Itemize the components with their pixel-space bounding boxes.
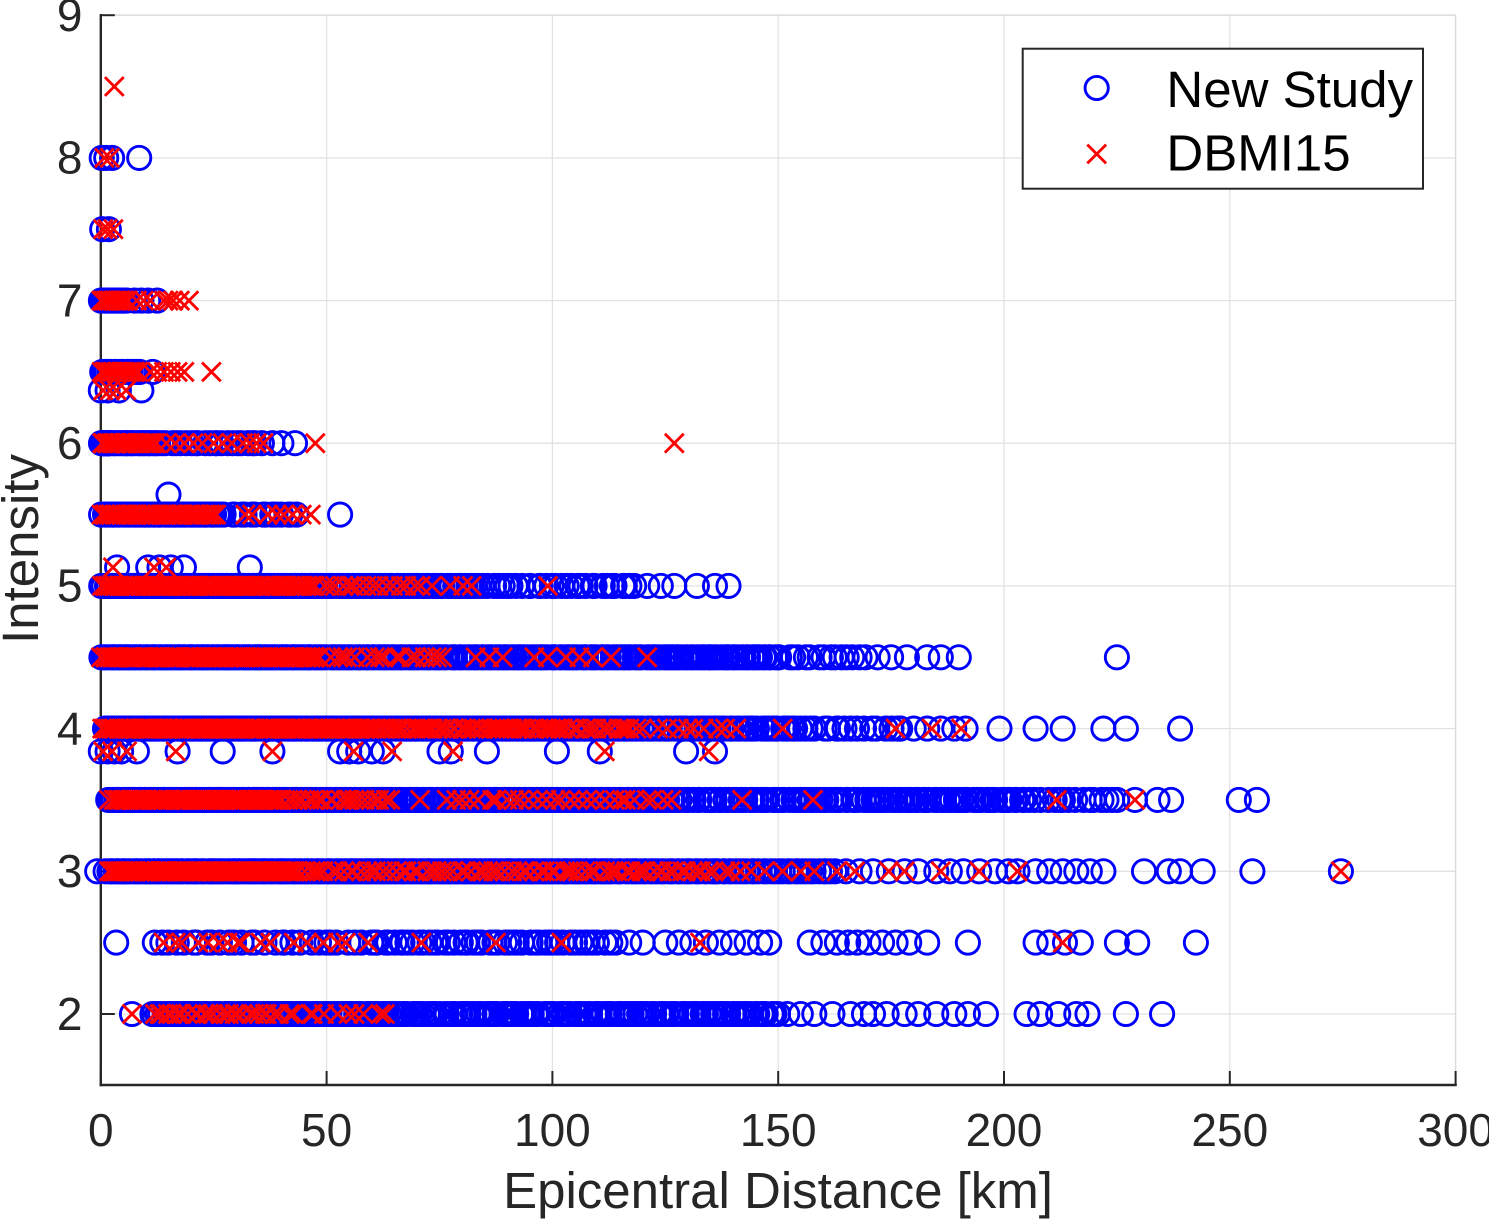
svg-text:50: 50: [301, 1104, 352, 1156]
svg-text:9: 9: [57, 0, 83, 41]
svg-text:0: 0: [88, 1104, 114, 1156]
svg-text:Epicentral Distance [km]: Epicentral Distance [km]: [503, 1162, 1053, 1219]
svg-text:4: 4: [57, 702, 83, 754]
svg-text:5: 5: [57, 560, 83, 612]
svg-text:3: 3: [57, 845, 83, 897]
svg-text:2: 2: [57, 988, 83, 1040]
svg-text:250: 250: [1191, 1104, 1268, 1156]
svg-text:200: 200: [966, 1104, 1043, 1156]
svg-text:6: 6: [57, 417, 83, 469]
svg-text:7: 7: [57, 274, 83, 326]
svg-text:300: 300: [1417, 1104, 1489, 1156]
svg-text:8: 8: [57, 132, 83, 184]
svg-text:Intensity: Intensity: [0, 454, 49, 644]
svg-text:DBMI15: DBMI15: [1166, 125, 1350, 182]
svg-text:100: 100: [514, 1104, 591, 1156]
svg-text:150: 150: [740, 1104, 817, 1156]
svg-text:New Study: New Study: [1166, 61, 1413, 118]
